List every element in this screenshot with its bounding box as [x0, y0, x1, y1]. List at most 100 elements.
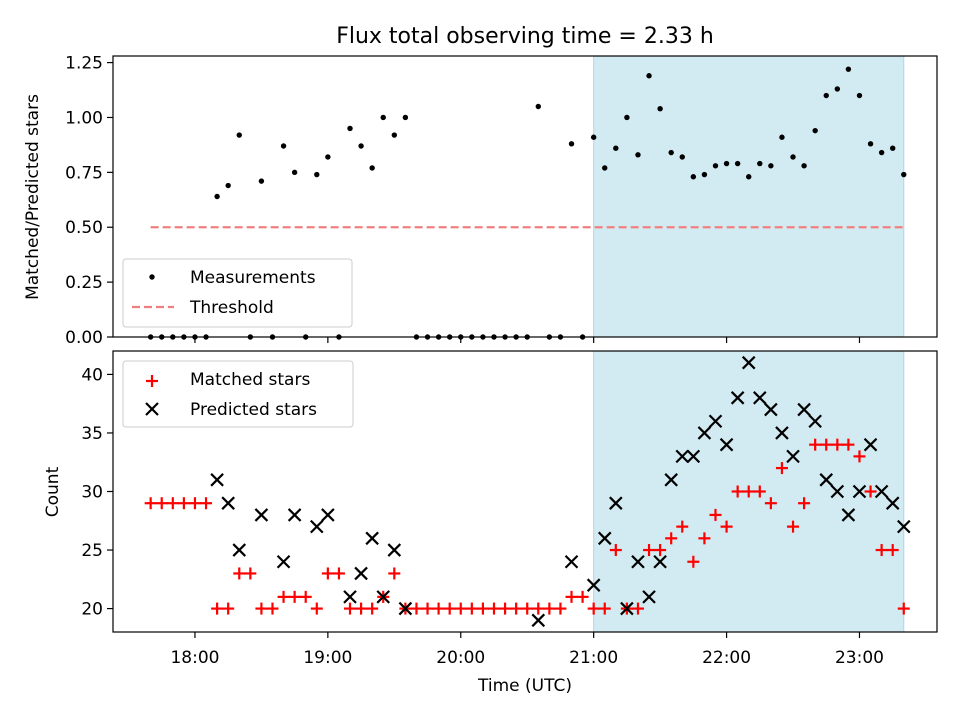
matched-star-point	[698, 532, 711, 545]
matched-stars-points	[144, 438, 910, 615]
bottom-y-axis-label: Count	[43, 466, 63, 517]
predicted-star-point	[786, 449, 800, 464]
matched-star-point	[631, 602, 644, 615]
y-tick-label: 1.25	[65, 54, 103, 74]
matched-star-point	[454, 602, 467, 615]
predicted-star-point	[885, 496, 900, 510]
matched-star-point	[654, 544, 667, 557]
measurement-point	[768, 163, 774, 169]
predicted-star-point	[387, 543, 402, 557]
matched-star-point	[510, 602, 523, 615]
y-tick-label: 0.50	[65, 218, 103, 238]
predicted-star-point	[675, 449, 690, 464]
matched-star-point	[787, 520, 800, 533]
matched-star-point	[676, 520, 689, 533]
top-x-ticks	[194, 337, 861, 343]
predicted-star-point	[597, 531, 612, 546]
matched-star-point	[554, 602, 567, 615]
measurement-point	[779, 134, 785, 140]
predicted-star-point	[365, 531, 379, 546]
matched-star-point	[255, 602, 268, 615]
x-tick-label: 21:00	[569, 648, 618, 668]
predicted-stars-points	[210, 355, 911, 628]
matched-star-point	[609, 544, 622, 557]
measurement-point	[535, 103, 541, 110]
matched-star-point	[742, 485, 755, 498]
predicted-star-point	[254, 508, 269, 522]
matched-star-point	[321, 567, 334, 580]
y-tick-label: 0.00	[65, 328, 103, 348]
matched-star-point	[310, 602, 323, 615]
matched-star-point	[576, 590, 589, 603]
legend-matched-marker	[146, 375, 158, 387]
measurement-point	[590, 134, 597, 140]
matched-star-point	[886, 544, 899, 557]
top-y-axis-label: Matched/Predicted stars	[23, 94, 43, 300]
measurement-point	[214, 193, 220, 200]
matched-star-point	[809, 438, 822, 451]
measurement-point	[812, 127, 818, 134]
matched-star-point	[244, 567, 257, 580]
predicted-star-point	[808, 414, 822, 429]
measurement-point	[867, 141, 874, 147]
matched-star-point	[565, 590, 578, 603]
matched-star-point	[266, 602, 279, 615]
matched-star-point	[487, 602, 500, 615]
top-y-axis: 0.00 0.25 0.50 0.75 1.00 1.25	[65, 54, 113, 348]
matched-star-point	[344, 602, 357, 615]
predicted-star-point	[631, 554, 645, 569]
x-tick-label: 18:00	[170, 648, 219, 668]
matched-star-point	[720, 520, 733, 533]
matched-star-point	[410, 602, 423, 615]
matched-star-point	[643, 544, 656, 557]
matched-star-point	[188, 497, 201, 510]
matched-star-point	[277, 590, 290, 603]
matched-star-point	[665, 532, 678, 545]
predicted-star-point	[775, 426, 789, 440]
predicted-star-point	[354, 566, 368, 581]
legend-matched-label: Matched stars	[190, 370, 310, 390]
chart-title: Flux total observing time = 2.33 h	[336, 24, 714, 49]
predicted-star-point	[343, 590, 357, 604]
predicted-star-point	[287, 508, 302, 522]
matched-star-point	[355, 602, 368, 615]
measurement-point	[347, 125, 353, 132]
y-tick-label: 20	[81, 600, 103, 620]
predicted-star-point	[719, 437, 734, 452]
matched-star-point	[166, 497, 179, 510]
measurement-point	[613, 145, 619, 151]
shaded-region	[593, 55, 905, 338]
matched-star-point	[432, 602, 445, 615]
measurement-point	[746, 174, 752, 180]
measurement-point	[291, 169, 298, 176]
predicted-star-point	[376, 590, 391, 604]
predicted-star-point	[210, 473, 224, 487]
measurement-point	[314, 171, 320, 178]
predicted-star-point	[764, 402, 778, 417]
bottom-x-axis: 18:00 19:00 20:00 21:00 22:00 23:00	[170, 632, 884, 668]
measurement-point	[225, 182, 231, 189]
matched-star-point	[543, 602, 556, 615]
matched-star-point	[687, 555, 700, 568]
predicted-star-point	[232, 543, 247, 557]
matched-star-point	[288, 590, 301, 603]
bottom-legend-box	[122, 360, 354, 428]
predicted-star-point	[609, 496, 623, 510]
predicted-star-point	[797, 402, 811, 417]
predicted-star-point	[398, 601, 413, 616]
matched-star-point	[587, 602, 600, 615]
bottom-axes-frame	[112, 350, 938, 633]
measurement-point	[834, 86, 841, 92]
measurement-point	[602, 165, 608, 171]
predicted-star-point	[620, 601, 634, 616]
predicted-star-point	[653, 554, 667, 569]
measurement-point	[391, 132, 398, 138]
measurement-point	[734, 160, 741, 167]
predicted-star-point	[874, 484, 889, 499]
matched-star-point	[465, 602, 478, 615]
matched-star-point	[366, 602, 379, 615]
matched-star-point	[820, 438, 833, 451]
matched-star-point	[144, 497, 157, 510]
matched-star-point	[798, 497, 811, 510]
matched-star-point	[443, 602, 456, 615]
